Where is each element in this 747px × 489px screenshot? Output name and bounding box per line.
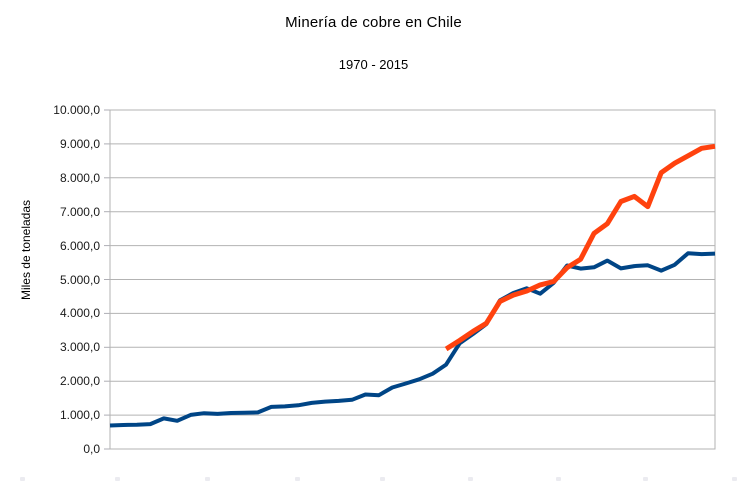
y-axis-tick-label: 10.000,0 (53, 103, 100, 117)
y-axis-tick-label: 6.000,0 (59, 238, 100, 253)
y-axis-tick-label: 9.000,0 (59, 136, 100, 151)
y-axis-tick-label: 7.000,0 (59, 204, 100, 219)
line-serie-azul (109, 251, 716, 428)
y-axis-tick-label: 1.000,0 (59, 408, 100, 423)
plot-frame (109, 109, 716, 450)
cropped-text-fragment (205, 477, 210, 481)
cropped-text-fragment (115, 477, 120, 481)
y-axis-tick-label: 3.000,0 (59, 340, 100, 355)
chart-title: Minería de cobre en Chile (285, 14, 462, 31)
line-serie-naranja (444, 143, 716, 352)
y-axis-tick-label: 4.000,0 (59, 306, 100, 321)
cropped-text-fragment (732, 477, 737, 481)
y-axis-tick-label: 2.000,0 (59, 374, 100, 389)
y-axis-tick-label: 5.000,0 (59, 272, 100, 287)
cropped-text-fragment (20, 477, 25, 481)
y-axis-tick-label: 8.000,0 (59, 170, 100, 185)
cropped-text-fragment (468, 477, 473, 481)
cropped-text-fragment (295, 477, 300, 481)
cropped-text-fragment (380, 477, 385, 481)
chart-subtitle: 1970 - 2015 (338, 57, 409, 72)
y-axis-tick-label: 0,0 (83, 442, 100, 456)
cropped-text-fragment (556, 477, 561, 481)
cropped-text-fragment (643, 477, 648, 481)
